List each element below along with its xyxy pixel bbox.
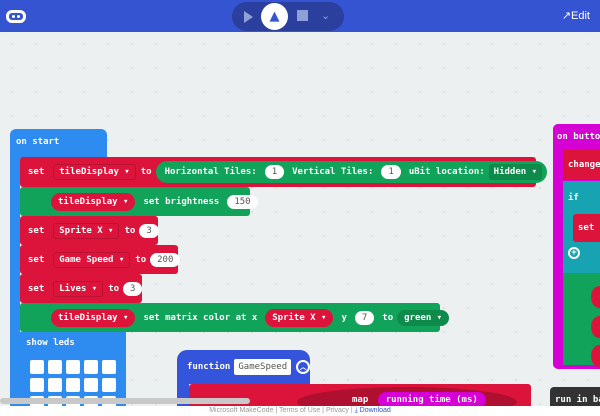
collapse-icon[interactable]: ︿ [296, 360, 310, 374]
brightness-input[interactable]: 150 [227, 194, 258, 209]
led-cell[interactable] [30, 360, 44, 374]
play-icon[interactable] [244, 11, 253, 23]
run-in-background-block[interactable]: run in ba [550, 387, 600, 406]
variable-dropdown[interactable]: tileDisplay ▾ [53, 164, 136, 180]
led-cell[interactable] [84, 360, 98, 374]
set-game-speed-block[interactable]: set Game Speed ▾ to 200 [20, 245, 181, 274]
set-brightness-block[interactable]: tileDisplay ▾ set brightness 150 [20, 187, 258, 216]
horizontal-scrollbar[interactable] [0, 398, 250, 404]
create-tiles-block[interactable]: Horizontal Tiles: 1 Vertical Tiles: 1 uB… [155, 161, 548, 183]
terms-link[interactable]: Terms of Use [278, 407, 321, 414]
variable-dropdown[interactable]: tileDisplay ▾ [51, 308, 136, 327]
workspace[interactable]: on start set tileDisplay ▾ to Horizontal… [0, 32, 600, 406]
footer: Microsoft MakeCode | Terms of Use | Priv… [0, 406, 600, 416]
microsoft-link[interactable]: Microsoft MakeCode [209, 407, 274, 414]
function-name-input[interactable]: GameSpeed [234, 359, 292, 375]
set-matrix-color-block[interactable]: tileDisplay ▾ set matrix color at x Spri… [20, 303, 450, 332]
set-sprite-x-block[interactable]: set Sprite X ▾ to 3 [20, 216, 159, 245]
header: ▲ ⌄ ↗Edit [0, 0, 600, 32]
led-cell[interactable] [102, 378, 116, 392]
on-start-body [10, 152, 20, 406]
led-cell[interactable] [48, 378, 62, 392]
privacy-link[interactable]: Privacy [325, 407, 349, 414]
javascript-icon[interactable] [297, 10, 308, 21]
variable-dropdown[interactable]: Lives ▾ [53, 280, 104, 297]
external-link-icon: ↗ [561, 10, 572, 22]
running-time-block[interactable]: running time (ms) [377, 392, 486, 406]
microbit-icon[interactable] [6, 10, 26, 23]
value-input[interactable]: 3 [139, 223, 159, 238]
red-value [591, 345, 600, 367]
function-block[interactable]: function GameSpeed ︿ [177, 350, 310, 384]
download-icon: ⤓ [354, 407, 358, 414]
y-input[interactable]: 7 [354, 310, 375, 325]
download-link[interactable]: ⤓ Download [354, 407, 391, 414]
variable-dropdown[interactable]: Game Speed ▾ [53, 251, 131, 268]
change-block[interactable]: change [563, 150, 600, 180]
add-icon[interactable]: + [568, 247, 580, 259]
led-cell[interactable] [66, 378, 80, 392]
map-block[interactable]: map running time (ms) [297, 387, 517, 406]
set-tiledisplay-block[interactable]: set tileDisplay ▾ to Horizontal Tiles: 1… [20, 157, 548, 187]
set-in-function-block[interactable]: map running time (ms) [189, 384, 531, 406]
red-value [591, 286, 600, 308]
vertical-tiles-input[interactable]: 1 [381, 165, 401, 179]
value-input[interactable]: 3 [123, 281, 143, 296]
variable-dropdown[interactable]: tileDisplay ▾ [51, 192, 136, 211]
variable-dropdown[interactable]: Sprite X ▾ [53, 222, 120, 239]
set-block[interactable]: set [573, 214, 600, 242]
led-cell[interactable] [84, 378, 98, 392]
edit-button[interactable]: ↗Edit [561, 10, 590, 22]
location-dropdown[interactable]: Hidden ▾ [488, 164, 543, 180]
chevron-down-icon[interactable]: ⌄ [321, 9, 331, 22]
value-input[interactable]: 200 [150, 252, 181, 267]
led-cell[interactable] [102, 360, 116, 374]
puzzle-icon[interactable]: ▲ [261, 3, 288, 30]
led-cell[interactable] [30, 378, 44, 392]
color-dropdown[interactable]: green ▾ [397, 309, 450, 326]
sprite-x-dropdown[interactable]: Sprite X ▾ [265, 308, 334, 327]
editor-toggle: ▲ ⌄ [232, 2, 344, 31]
on-start-block[interactable]: on start [10, 129, 107, 159]
set-lives-block[interactable]: set Lives ▾ to 3 [20, 274, 143, 303]
led-cell[interactable] [48, 360, 62, 374]
horizontal-tiles-input[interactable]: 1 [264, 165, 285, 179]
led-cell[interactable] [66, 360, 80, 374]
red-value [591, 316, 600, 338]
